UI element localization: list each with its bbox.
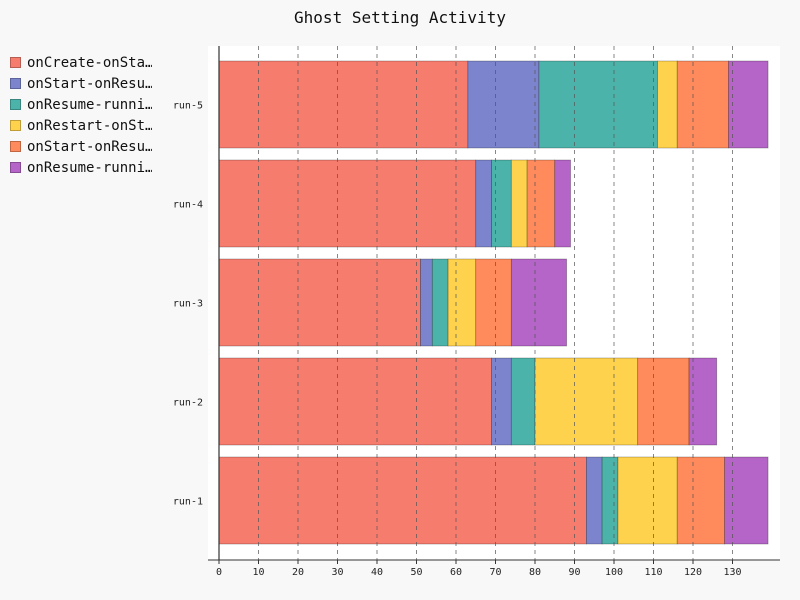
bar-segment[interactable] — [467, 60, 540, 149]
x-tick-label: 10 — [252, 567, 264, 578]
chart-title: Ghost Setting Activity — [294, 8, 506, 27]
bar-segment[interactable] — [657, 60, 678, 149]
legend-item[interactable]: onCreate-onSta… — [10, 52, 152, 73]
x-tick-label: 90 — [568, 567, 580, 578]
legend-swatch — [10, 141, 21, 152]
bar-segment[interactable] — [431, 258, 449, 347]
legend-label: onCreate-onSta… — [27, 54, 152, 71]
x-tick-label: 60 — [450, 567, 462, 578]
bar-segment[interactable] — [617, 456, 678, 545]
legend-label: onStart-onResu… — [27, 138, 152, 155]
bar-segment[interactable] — [724, 456, 769, 545]
bar-segment[interactable] — [218, 357, 492, 446]
legend-swatch — [10, 78, 21, 89]
legend-label: onStart-onResu… — [27, 75, 152, 92]
legend-label: onResume-runni… — [27, 96, 152, 113]
bar-segment[interactable] — [420, 258, 433, 347]
bar-segment[interactable] — [534, 357, 639, 446]
bar-segment[interactable] — [526, 159, 556, 248]
legend-item[interactable]: onResume-runni… — [10, 94, 152, 115]
bar-segment[interactable] — [510, 159, 528, 248]
bar-segment[interactable] — [601, 456, 619, 545]
legend-label: onResume-runni… — [27, 159, 152, 176]
x-tick-label: 50 — [410, 567, 422, 578]
x-tick-label: 100 — [605, 567, 623, 578]
bar-segment[interactable] — [475, 159, 492, 248]
bar-segment[interactable] — [688, 357, 718, 446]
x-tick-label: 30 — [331, 567, 343, 578]
legend-item[interactable]: onStart-onResu… — [10, 136, 152, 157]
legend-item[interactable]: onResume-runni… — [10, 157, 152, 178]
x-tick-label: 110 — [644, 567, 662, 578]
bar-segment[interactable] — [728, 60, 769, 149]
bar-segment[interactable] — [218, 456, 587, 545]
x-tick-label: 20 — [292, 567, 304, 578]
bar-segment[interactable] — [491, 357, 512, 446]
y-tick-label: run-5 — [173, 101, 203, 112]
legend-swatch — [10, 120, 21, 131]
y-tick-label: run-2 — [173, 398, 203, 409]
bar-segment[interactable] — [475, 258, 512, 347]
bar-segment[interactable] — [510, 357, 536, 446]
bar-segment[interactable] — [510, 258, 567, 347]
y-tick-label: run-3 — [173, 299, 203, 310]
x-tick-label: 120 — [684, 567, 702, 578]
x-tick-label: 40 — [371, 567, 383, 578]
bar-segment[interactable] — [538, 60, 658, 149]
bar-segment[interactable] — [676, 60, 729, 149]
bar-segment[interactable] — [585, 456, 603, 545]
x-tick-label: 70 — [489, 567, 501, 578]
x-tick-label: 130 — [723, 567, 741, 578]
bar-segment[interactable] — [218, 60, 469, 149]
bar-segment[interactable] — [218, 159, 477, 248]
bar-segment[interactable] — [491, 159, 512, 248]
legend: onCreate-onSta… onStart-onResu… onResume-r… — [10, 52, 152, 178]
legend-item[interactable]: onStart-onResu… — [10, 73, 152, 94]
bar-segment[interactable] — [447, 258, 477, 347]
y-tick-label: run-4 — [173, 200, 203, 211]
bar-segment[interactable] — [218, 258, 421, 347]
bar-segment[interactable] — [637, 357, 690, 446]
legend-swatch — [10, 99, 21, 110]
legend-label: onRestart-onSt… — [27, 117, 152, 134]
bar-segment[interactable] — [554, 159, 571, 248]
bar-segment[interactable] — [676, 456, 725, 545]
y-tick-label: run-1 — [173, 497, 203, 508]
x-tick-label: 0 — [216, 567, 222, 578]
legend-swatch — [10, 57, 21, 68]
x-tick-label: 80 — [529, 567, 541, 578]
legend-item[interactable]: onRestart-onSt… — [10, 115, 152, 136]
legend-swatch — [10, 162, 21, 173]
